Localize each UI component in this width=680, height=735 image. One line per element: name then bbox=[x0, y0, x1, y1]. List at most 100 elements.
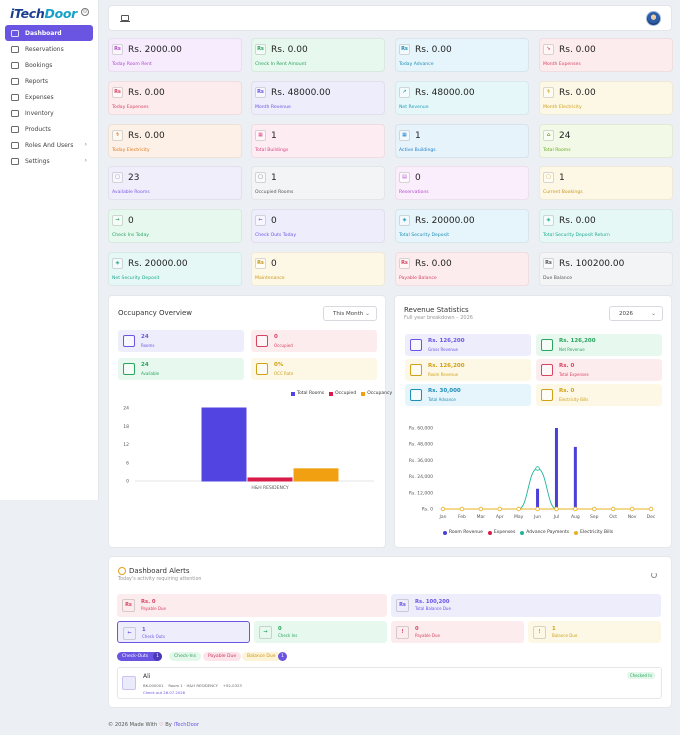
stat-card[interactable]: Rs Rs. 100200.00 Due Balance bbox=[539, 252, 673, 286]
stat-icon: Rs bbox=[399, 258, 410, 269]
stat-label: Today Electricity bbox=[112, 148, 150, 153]
alert-filter-box[interactable]: ! 1 Balance Due bbox=[528, 621, 661, 643]
avatar[interactable] bbox=[646, 11, 661, 26]
legend-item[interactable]: Advance Payments bbox=[520, 530, 569, 535]
line-advance-payments[interactable] bbox=[443, 468, 651, 510]
legend-item[interactable]: Electricity Bills bbox=[574, 530, 613, 535]
revenue-subtitle: Full year breakdown – 2026 bbox=[404, 315, 473, 321]
chip-checkins[interactable]: Check-Ins bbox=[169, 652, 201, 661]
legend-item[interactable]: Occupied bbox=[329, 391, 356, 396]
stat-card[interactable]: Rs Rs. 2000.00 Today Room Rent bbox=[108, 38, 242, 72]
alert-filter-box[interactable]: ← 1 Check Outs bbox=[117, 621, 250, 643]
stat-card[interactable]: ▤ 0 Reservations bbox=[395, 166, 529, 200]
bar-room-revenue[interactable] bbox=[573, 446, 577, 509]
tile-value: 0% bbox=[274, 362, 284, 368]
stat-label: Current Bookings bbox=[543, 190, 583, 195]
brand-logo[interactable]: iTechDoor bbox=[10, 6, 78, 21]
stat-card[interactable]: ϟ Rs. 0.00 Today Electricity bbox=[108, 124, 242, 158]
stat-card[interactable]: ↗ Rs. 48000.00 Net Revenue bbox=[395, 81, 529, 115]
stat-card[interactable]: Rs Rs. 48000.00 Month Revenue bbox=[251, 81, 385, 115]
stat-card[interactable]: ← 0 Check Outs Today bbox=[251, 209, 385, 243]
chip-balance-count: 1 bbox=[278, 652, 287, 661]
y-tick-label: Rs. 48,000 bbox=[409, 442, 433, 448]
tile-label: OCC Rate bbox=[274, 371, 294, 376]
alert-filter-box[interactable]: → 0 Check Ins bbox=[254, 621, 387, 643]
booking-row[interactable]: Ali BK-000001 Room 1 · H&H RESIDENCY +92… bbox=[117, 667, 662, 699]
stat-card[interactable]: Rs Rs. 0.00 Today Advance bbox=[395, 38, 529, 72]
stat-card[interactable]: Rs Rs. 0.00 Today Expenses bbox=[108, 81, 242, 115]
sidebar-item-reservations[interactable]: Reservations bbox=[5, 41, 93, 57]
stat-card[interactable]: ▦ 1 Total Buildings bbox=[251, 124, 385, 158]
sidebar-item-dashboard[interactable]: Dashboard bbox=[5, 25, 93, 41]
bar-room-revenue[interactable] bbox=[554, 428, 558, 509]
stat-card[interactable]: ◈ Rs. 0.00 Total Security Deposit Return bbox=[539, 209, 673, 243]
footer-brand-link[interactable]: iTechDoor bbox=[173, 722, 200, 728]
heart-icon: ♡ bbox=[158, 722, 164, 728]
alert-icon: → bbox=[259, 626, 272, 639]
sidebar-item-expenses[interactable]: Expenses bbox=[5, 89, 93, 105]
stat-card[interactable]: Rs Rs. 0.00 Check In Rent Amount bbox=[251, 38, 385, 72]
alert-label: Balance Due bbox=[552, 633, 578, 638]
sidebar-item-roles-and-users[interactable]: Roles And Users › bbox=[5, 137, 93, 153]
stat-card[interactable]: → 0 Check Ins Today bbox=[108, 209, 242, 243]
stat-card[interactable]: ↘ Rs. 0.00 Month Expenses bbox=[539, 38, 673, 72]
sidebar-item-reports[interactable]: Reports bbox=[5, 73, 93, 89]
y-tick-label: 24 bbox=[123, 406, 129, 412]
stat-icon: Rs bbox=[255, 44, 266, 55]
data-point bbox=[535, 506, 540, 512]
sidebar-item-bookings[interactable]: Bookings bbox=[5, 57, 93, 73]
bar-room-revenue[interactable] bbox=[536, 488, 540, 509]
alert-label: Payable Due bbox=[415, 633, 440, 638]
chip-payable[interactable]: Payable Due bbox=[203, 652, 242, 661]
tile-icon bbox=[256, 363, 268, 375]
stat-card[interactable]: ◈ Rs. 20000.00 Net Security Deposit bbox=[108, 252, 242, 286]
x-tick-label: Jun bbox=[533, 514, 541, 520]
stat-label: Reservations bbox=[399, 190, 429, 195]
stat-value: 24 bbox=[559, 131, 571, 141]
stat-card[interactable]: ◈ Rs. 20000.00 Total Security Deposit bbox=[395, 209, 529, 243]
stat-card[interactable]: ▢ 1 Current Bookings bbox=[539, 166, 673, 200]
alert-filter-box[interactable]: ! 0 Payable Due bbox=[391, 621, 524, 643]
sidebar-item-label: Settings bbox=[25, 157, 50, 165]
chip-checkouts[interactable]: Check-Outs bbox=[117, 652, 163, 661]
occupancy-period-select[interactable]: This Month ⌄ bbox=[323, 306, 377, 321]
stat-card[interactable]: Rs Rs. 0.00 Payable Balance bbox=[395, 252, 529, 286]
tile-icon bbox=[541, 339, 553, 351]
alert-icon: Rs bbox=[122, 599, 135, 612]
stat-card[interactable]: Rs 0 Maintenance bbox=[251, 252, 385, 286]
chip-balance[interactable]: Balance Due bbox=[242, 652, 282, 661]
sidebar-item-inventory[interactable]: Inventory bbox=[5, 105, 93, 121]
summary-tile: Rs. 0 Total Expenses bbox=[536, 359, 662, 381]
laptop-icon[interactable] bbox=[120, 15, 130, 22]
legend-item[interactable]: Occupancy bbox=[361, 391, 392, 396]
bar-total-rooms[interactable] bbox=[201, 407, 247, 482]
legend-item[interactable]: Expenses bbox=[487, 530, 515, 535]
sidebar-collapse-icon[interactable]: ⊙ bbox=[81, 8, 89, 16]
bar-occupancy[interactable] bbox=[293, 468, 339, 482]
revenue-year-select[interactable]: 2026 ⌄ bbox=[609, 306, 663, 321]
stat-icon: ⌂ bbox=[543, 130, 554, 141]
summary-tile: 24 Rooms bbox=[118, 330, 244, 352]
sidebar-item-products[interactable]: Products bbox=[5, 121, 93, 137]
legend-swatch bbox=[361, 391, 366, 396]
bar-occupied[interactable] bbox=[247, 477, 293, 482]
data-point bbox=[516, 506, 521, 512]
alert-summary-box[interactable]: Rs Rs. 0 Payable Due bbox=[117, 594, 387, 617]
refresh-icon[interactable] bbox=[651, 572, 657, 578]
tile-icon bbox=[410, 364, 422, 376]
stat-card[interactable]: ▦ 1 Active Buildings bbox=[395, 124, 529, 158]
sidebar-item-settings[interactable]: Settings › bbox=[5, 153, 93, 169]
stat-card[interactable]: ▢ 23 Available Rooms bbox=[108, 166, 242, 200]
alert-summary-box[interactable]: Rs Rs. 100,200 Total Balance Due bbox=[391, 594, 661, 617]
stat-card[interactable]: ϟ Rs. 0.00 Month Electricity bbox=[539, 81, 673, 115]
booking-id: BK-000001 bbox=[143, 683, 164, 688]
stat-card[interactable]: ▢ 1 Occupied Rooms bbox=[251, 166, 385, 200]
x-tick-label: May bbox=[514, 514, 524, 520]
guest-name: Ali bbox=[143, 673, 151, 680]
stat-card[interactable]: ⌂ 24 Total Rooms bbox=[539, 124, 673, 158]
stat-value: 1 bbox=[415, 131, 421, 141]
legend-item[interactable]: Total Rooms bbox=[291, 391, 324, 396]
occupancy-chart: 24 18 12 6 0 H&H RESIDENCY bbox=[123, 406, 374, 491]
stat-icon: ◈ bbox=[399, 215, 410, 226]
legend-item[interactable]: Room Revenue bbox=[443, 530, 483, 535]
